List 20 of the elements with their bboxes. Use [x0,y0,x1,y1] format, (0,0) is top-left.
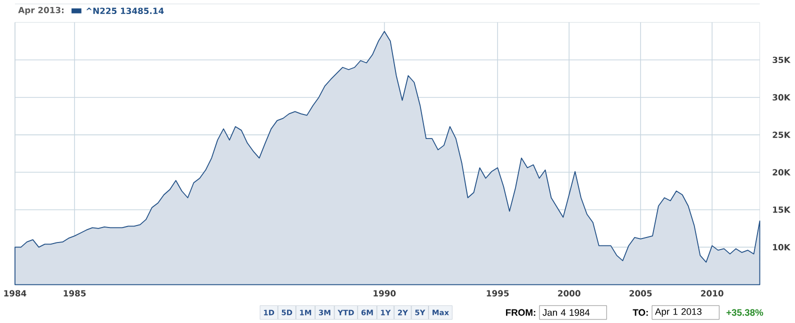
x-tick-label: 2010 [701,290,724,297]
x-tick-label: 2005 [630,290,652,297]
y-tick-label: 15K [773,206,791,213]
text: ^N225 13485.14 [86,8,164,14]
text: +35.38% [726,309,764,316]
text: Apr 1 2013 [655,308,702,317]
text: Jan 4 1984 [542,309,590,316]
y-tick-label: 30K [772,94,791,101]
x-tick-label: 1995 [486,290,509,297]
legend-title: Apr 2013: [18,6,64,15]
x-tick-label: 1984 [4,290,26,297]
x-tick-label: 1985 [64,290,86,297]
y-tick-label: 35K [772,56,791,64]
y-tick-label: 25K [772,132,791,138]
y-tick-label: 10K [773,244,791,250]
x-tick-label: 1990 [374,290,396,297]
y-tick-label: 20K [772,169,791,176]
x-tick-label: 2000 [558,290,580,297]
text: TO: [632,309,648,316]
text: FROM: [506,309,536,316]
